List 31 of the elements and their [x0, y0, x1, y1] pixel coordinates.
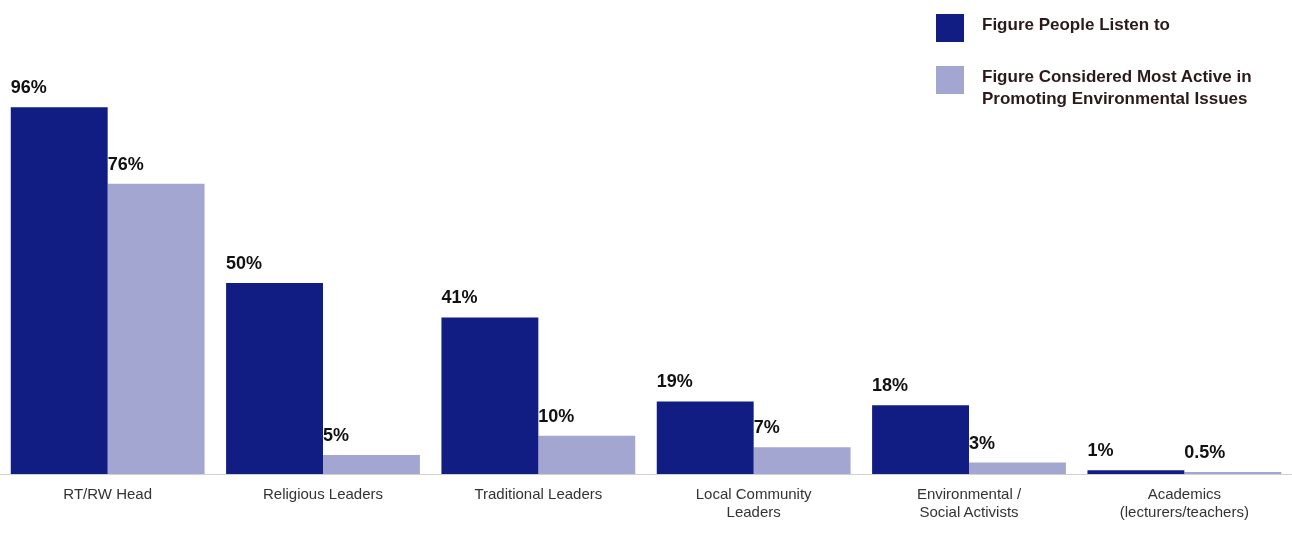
x-tick-label: Local Community Leaders [695, 485, 813, 521]
bar [226, 283, 323, 474]
bar [10, 107, 108, 474]
data-label: 7% [753, 417, 780, 438]
bar [969, 462, 1066, 474]
bar [107, 183, 205, 474]
x-tick-label: RT/RW Head [63, 485, 152, 503]
bar [753, 447, 851, 474]
data-label: 10% [538, 405, 575, 426]
data-label: 3% [969, 432, 996, 453]
data-label: 41% [441, 287, 478, 308]
bar [323, 454, 420, 474]
data-label: 50% [226, 252, 263, 273]
data-label: 5% [323, 424, 350, 445]
data-label: 76% [107, 153, 144, 174]
x-tick-label: Religious Leaders [262, 485, 384, 503]
bar [656, 401, 754, 474]
data-label: 1% [1087, 440, 1114, 461]
data-label: 18% [872, 375, 909, 396]
bar [872, 405, 969, 474]
data-label: 19% [656, 371, 693, 392]
legend-label: Figure Considered Most Active in Promoting Environmental Issues [982, 66, 1253, 110]
legend-label: Figure People Listen to [982, 14, 1170, 36]
x-tick-label: Environmental / Social Activists [916, 485, 1022, 521]
data-label: 0.5% [1184, 442, 1226, 463]
data-label: 96% [10, 77, 47, 98]
bar [538, 435, 636, 474]
bar [1087, 470, 1185, 474]
x-tick-label: Traditional Leaders [474, 485, 603, 503]
bar [441, 317, 539, 474]
x-tick-label: Academics (lecturers/teachers) [1119, 485, 1249, 521]
